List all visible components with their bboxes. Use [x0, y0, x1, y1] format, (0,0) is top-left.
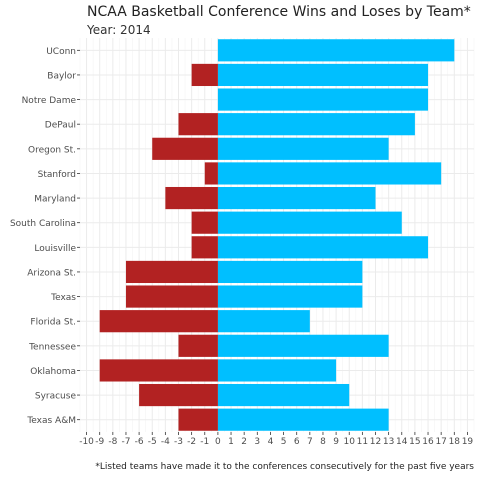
x-tick-label: -1: [200, 437, 209, 447]
bar-losses-south-carolina: [191, 211, 218, 234]
x-tick-label: -7: [121, 437, 130, 447]
x-tick-label: -3: [174, 437, 183, 447]
x-tick-label: 1: [228, 437, 234, 447]
bar-losses-oklahoma: [99, 359, 218, 382]
x-tick-label: 14: [396, 437, 408, 447]
x-tick-label: 17: [435, 437, 446, 447]
y-tick-label: Notre Dame: [22, 96, 77, 106]
x-tick-label: -2: [187, 437, 196, 447]
x-tick-label: 16: [422, 437, 434, 447]
x-tick-label: 2: [241, 437, 247, 447]
y-tick-label: Maryland: [34, 195, 76, 205]
x-tick-label: 4: [268, 437, 274, 447]
y-tick-label: Baylor: [47, 71, 76, 81]
bar-wins-texas: [217, 285, 363, 308]
bar-losses-louisville: [191, 236, 218, 259]
x-tick-label: 12: [370, 437, 381, 447]
bar-losses-oregon-st: [152, 137, 218, 160]
bar-losses-maryland: [165, 186, 218, 210]
y-tick-label: Stanford: [38, 170, 76, 180]
y-tick-label: South Carolina: [10, 219, 76, 229]
y-tick-label: Texas: [50, 293, 76, 303]
x-tick-label: -4: [161, 437, 170, 447]
bar-losses-baylor: [191, 63, 218, 87]
bar-wins-depaul: [217, 113, 415, 136]
x-axis-tick-labels: -10 -9 -8 -7 -6 -5 -4 -3 -2 -1 0 1 2 3 4 5 6 7 8 9 10 11 12 13 1…: [79, 432, 473, 447]
x-tick-label: 3: [254, 437, 260, 447]
bar-wins-south-carolina: [217, 211, 402, 234]
y-tick-label: Arizona St.: [27, 268, 76, 278]
bar-wins-texas-a-m: [217, 408, 389, 431]
y-tick-label: Oregon St.: [28, 145, 76, 155]
x-tick-label: 19: [462, 437, 474, 447]
x-tick-label: 18: [449, 437, 461, 447]
bar-wins-syracuse: [217, 383, 350, 407]
chart-title: NCAA Basketball Conference Wins and Lose…: [87, 4, 471, 20]
x-tick-label: 0: [215, 437, 221, 447]
x-tick-label: 6: [294, 437, 300, 447]
x-tick-label: 9: [333, 437, 339, 447]
y-axis-tick-labels: UConn Baylor Notre Dame DePaul Oregon St. Sta…: [10, 47, 80, 426]
x-tick-label: -6: [135, 437, 144, 447]
y-tick-label: DePaul: [45, 121, 76, 131]
bar-wins-louisville: [217, 236, 429, 259]
y-tick-label: Florida St.: [30, 318, 76, 328]
bar-losses-stanford: [204, 162, 218, 185]
bar-losses-florida-st: [99, 310, 218, 333]
x-tick-label: -5: [148, 437, 157, 447]
bar-wins-baylor: [217, 63, 429, 87]
bar-wins-maryland: [217, 186, 376, 210]
bar-wins-florida-st: [217, 310, 310, 333]
bar-wins-notre-dame: [217, 88, 429, 111]
bar-wins-oregon-st: [217, 137, 389, 160]
x-tick-label: 8: [320, 437, 326, 447]
bar-losses-depaul: [178, 113, 218, 136]
x-tick-label: -8: [108, 437, 117, 447]
x-tick-label: 10: [344, 437, 356, 447]
bar-wins-uconn: [217, 39, 455, 62]
bar-losses-arizona-st: [125, 260, 218, 284]
bar-wins-arizona-st: [217, 260, 363, 284]
x-tick-label: 15: [409, 437, 420, 447]
y-tick-label: Texas A&M: [26, 416, 76, 426]
chart-subtitle: Year: 2014: [87, 23, 151, 37]
y-tick-label: Oklahoma: [30, 367, 76, 377]
bar-wins-stanford: [217, 162, 442, 185]
bar-wins-oklahoma: [217, 359, 337, 382]
bar-losses-syracuse: [139, 383, 218, 407]
y-tick-label: Syracuse: [35, 392, 77, 402]
bar-losses-tennessee: [178, 334, 218, 357]
x-tick-label: -10: [79, 437, 94, 447]
chart-caption: *Listed teams have made it to the confer…: [95, 462, 474, 472]
bar-losses-texas: [125, 285, 218, 308]
y-tick-label: Tennessee: [28, 342, 76, 352]
x-tick-label: 11: [357, 437, 368, 447]
bar-losses-texas-a-m: [178, 408, 218, 431]
x-tick-label: 7: [307, 437, 313, 447]
y-tick-label: UConn: [46, 47, 76, 57]
x-tick-label: 5: [281, 437, 287, 447]
x-tick-label: 13: [383, 437, 394, 447]
x-tick-label: -9: [95, 437, 104, 447]
bars: [99, 39, 455, 431]
y-tick-label: Louisville: [34, 244, 76, 254]
bar-wins-tennessee: [217, 334, 389, 357]
